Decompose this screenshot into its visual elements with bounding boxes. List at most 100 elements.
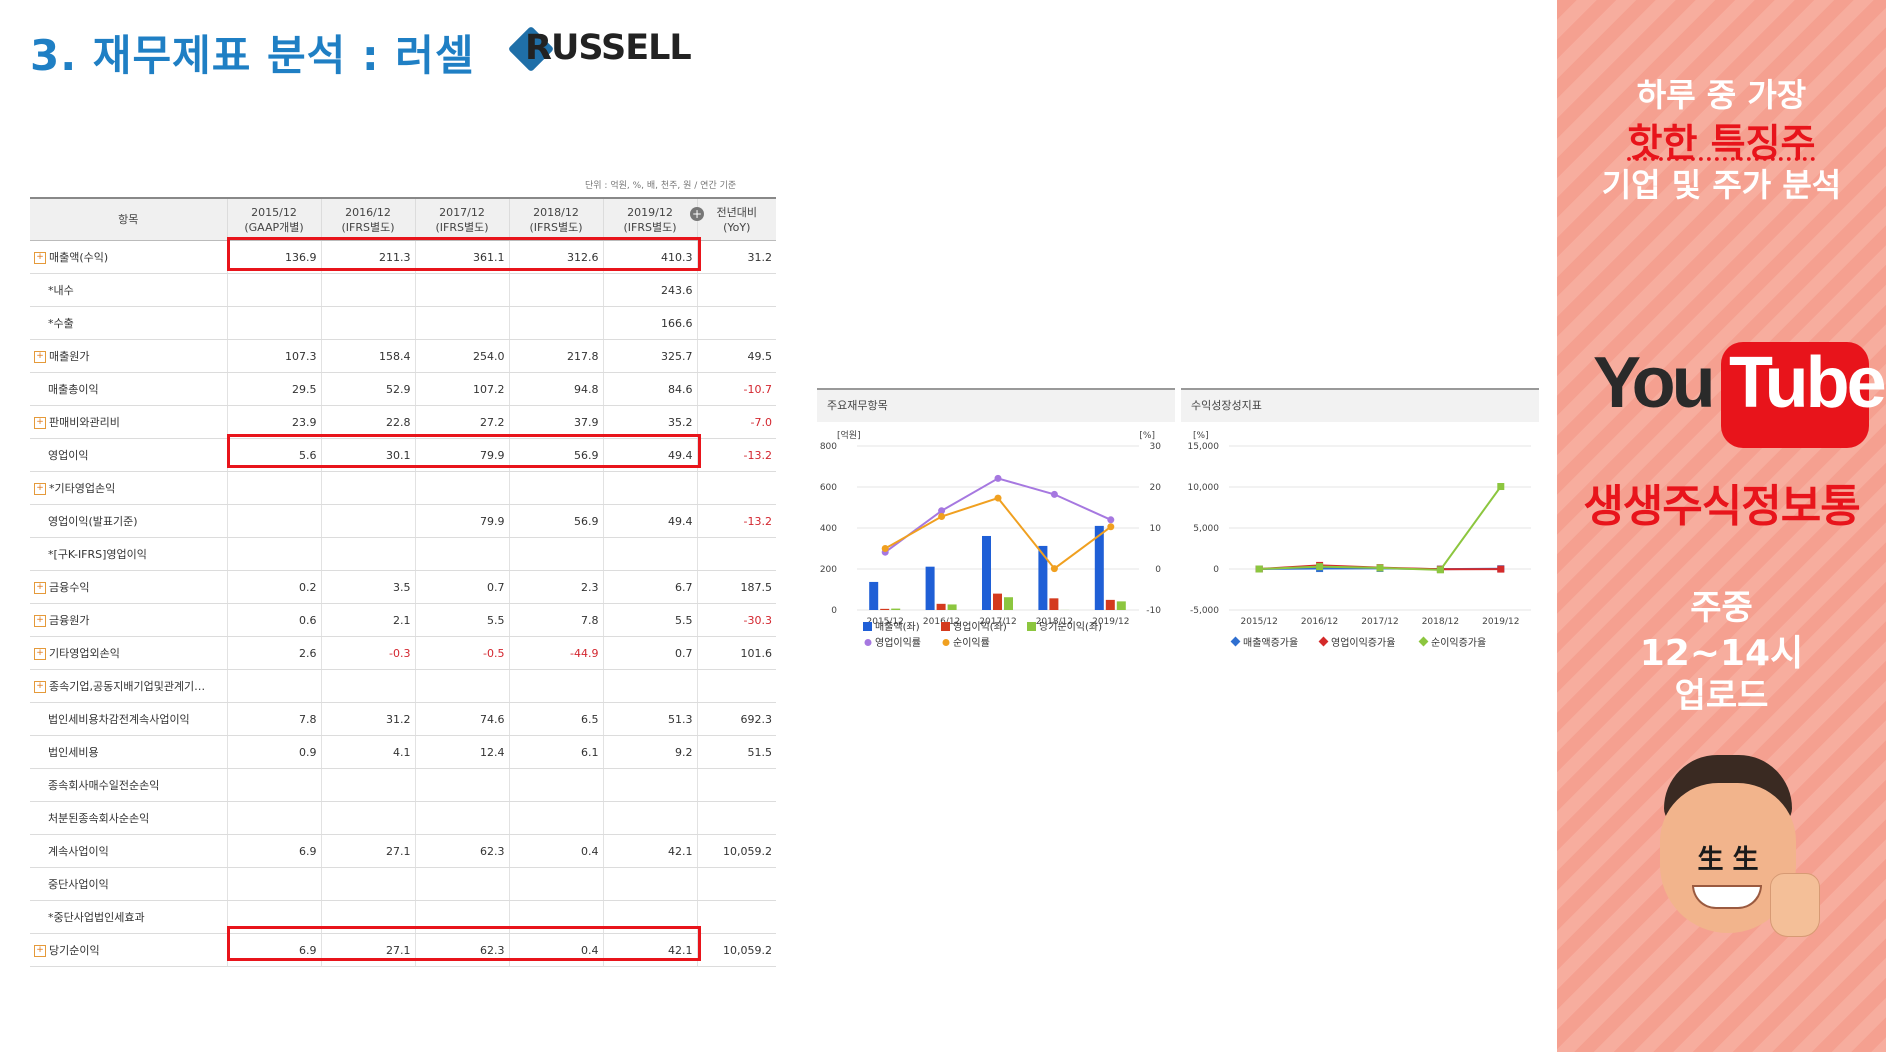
row-label-cell: 영업이익(발표기준) (30, 504, 227, 538)
y-tick-right: 0 (1155, 565, 1161, 575)
value-cell (602, 801, 697, 835)
highlight-net-income (227, 926, 701, 961)
table-row: 법인세비용 0.9 4.1 12.4 6.1 9.2 51.5 (30, 735, 776, 769)
table-row: 법인세비용차감전계속사업이익 7.8 31.2 74.6 6.5 51.3 692.3 (30, 702, 776, 736)
table-row: + 종속기업,공동지배기업및관계기… (30, 669, 776, 703)
row-label-cell[interactable]: + 판매비와관리비 (30, 405, 227, 439)
value-cell (320, 471, 415, 505)
youtube-red-box (1721, 342, 1869, 448)
schedule-line-2: 12~14시 (1639, 633, 1804, 674)
expand-row-icon[interactable]: + (34, 252, 46, 264)
expand-row-icon[interactable]: + (34, 681, 46, 693)
bar-1 (936, 603, 946, 610)
value-cell: -7.0 (696, 405, 776, 439)
value-cell: 27.2 (414, 405, 509, 439)
y-tick-right: 10 (1150, 524, 1162, 534)
row-label-cell: 종속회사매수일전순손익 (30, 768, 227, 802)
x-tick: 2017/12 (1361, 617, 1398, 627)
column-header-top: 2016/12 (345, 205, 391, 219)
value-cell (414, 768, 509, 802)
row-label-cell[interactable]: + 매출원가 (30, 339, 227, 373)
column-header-top: 2018/12 (533, 205, 579, 219)
legend-label: 영업이익(좌) (953, 620, 1007, 633)
value-cell (696, 768, 776, 802)
table-row: 중단사업이익 (30, 867, 776, 901)
y-tick-right: 20 (1150, 483, 1162, 493)
thumbs-up-icon (1770, 873, 1820, 937)
row-label: 매출총이익 (48, 383, 99, 396)
column-header-bottom: (GAAP개별) (244, 220, 304, 234)
x-tick: 2015/12 (867, 617, 904, 627)
row-label-cell[interactable]: + 기타영업외손익 (30, 636, 227, 670)
value-cell: -44.9 (508, 636, 603, 670)
value-cell: 6.5 (508, 702, 603, 736)
value-cell (414, 669, 509, 703)
value-cell: 0.4 (508, 834, 603, 868)
value-cell (602, 471, 697, 505)
value-cell (508, 867, 603, 901)
bar-2 (947, 604, 957, 610)
table-row: 매출총이익 29.5 52.9 107.2 94.8 84.6 -10.7 (30, 372, 776, 406)
row-label-cell[interactable]: + 금융수익 (30, 570, 227, 604)
table-row: + 금융원가 0.6 2.1 5.5 7.8 5.5 -30.3 (30, 603, 776, 637)
bar-0 (982, 535, 991, 610)
highlight-operating-income (227, 434, 701, 468)
value-cell: 0.4 (508, 933, 603, 967)
value-cell: 37.9 (508, 405, 603, 439)
legend-swatch (864, 639, 872, 646)
growth-indicator-panel: 수익성장성지표 [%] 15,000 10,000 5,000 0 -5,000 2015/… (1181, 388, 1539, 665)
legend-swatch (1027, 622, 1036, 631)
expand-row-icon[interactable]: + (34, 417, 46, 429)
row-label: 매출액(수익) (49, 251, 109, 264)
value-cell: 5.5 (414, 603, 509, 637)
value-cell: 51.3 (602, 702, 697, 736)
value-cell: 0.7 (602, 636, 697, 670)
expand-row-icon[interactable]: + (34, 582, 46, 594)
expand-row-icon[interactable]: + (34, 483, 46, 495)
unit-note: 단위 : 억원, %, 배, 천주, 원 / 연간 기준 (585, 181, 737, 191)
main-financials-chart: [억원] [%] 800 30 600 20 400 10 200 0 0 -10 2015/12 201… (820, 429, 1162, 649)
row-label-cell[interactable]: + *기타영업손익 (30, 471, 227, 505)
value-cell: 31.2 (320, 702, 415, 736)
row-label: *내수 (48, 284, 74, 297)
row-label-cell[interactable]: + 종속기업,공동지배기업및관계기… (30, 669, 227, 703)
expand-row-icon[interactable]: + (34, 615, 46, 627)
row-label: 종속회사매수일전순손익 (48, 779, 160, 792)
column-header-bottom: (IFRS별도) (623, 220, 677, 234)
bar-1 (1105, 599, 1115, 610)
value-cell: 12.4 (414, 735, 509, 769)
column-header-bottom: (YoY) (723, 220, 751, 234)
x-tick: 2015/12 (1241, 617, 1278, 627)
series-point-3 (938, 507, 946, 515)
row-label-cell: 처분된종속회사순손익 (30, 801, 227, 835)
row-label-cell[interactable]: + 금융원가 (30, 603, 227, 637)
expand-columns-icon[interactable]: + (690, 206, 704, 221)
value-cell (320, 537, 415, 571)
value-cell: 79.9 (414, 504, 509, 538)
russell-logo: RUSSELL (507, 22, 692, 80)
bar-0 (869, 581, 879, 610)
value-cell: -13.2 (696, 504, 776, 538)
youtube-tube-text: Tube (1729, 343, 1886, 423)
expand-row-icon[interactable]: + (34, 648, 46, 660)
row-label: 당기순이익 (49, 944, 100, 957)
value-cell: 27.1 (320, 834, 415, 868)
legend-label: 당기순이익(좌) (1039, 621, 1102, 633)
row-label-cell[interactable]: + 매출액(수익) (30, 240, 227, 274)
y-tick-left: 600 (820, 483, 837, 493)
expand-row-icon[interactable]: + (34, 945, 46, 957)
bar-1 (993, 593, 1002, 610)
column-header: 2017/12 (IFRS별도) (414, 197, 509, 241)
value-cell (696, 306, 776, 340)
value-cell: -0.5 (414, 636, 509, 670)
series-point-4 (1050, 565, 1058, 573)
bar-2 (1004, 597, 1013, 610)
x-tick: 2019/12 (1092, 617, 1129, 627)
expand-row-icon[interactable]: + (34, 351, 46, 363)
row-label: 영업이익(발표기준) (48, 515, 138, 528)
value-cell: 0.7 (414, 570, 509, 604)
value-cell (320, 801, 415, 835)
row-label-cell[interactable]: + 당기순이익 (30, 933, 227, 967)
row-label-cell: 계속사업이익 (30, 834, 227, 868)
legend-label: 매출액증가율 (1243, 637, 1298, 649)
